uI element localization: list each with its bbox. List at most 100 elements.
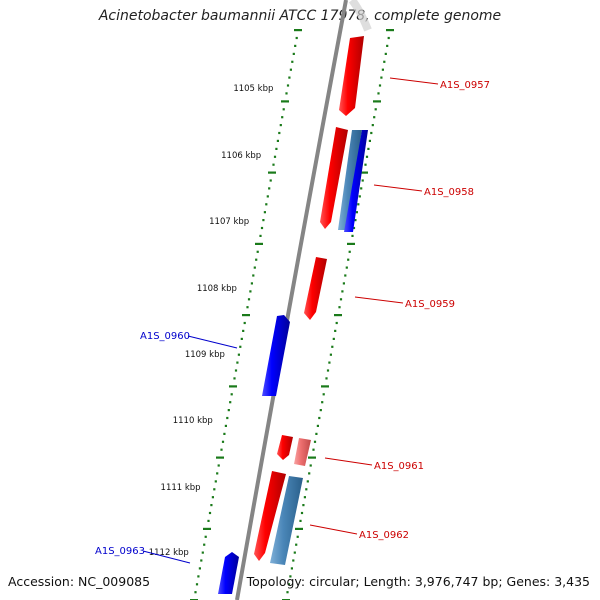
scale-minor-tick <box>210 504 213 507</box>
genome-backbone <box>235 0 348 600</box>
scale-minor-tick <box>260 226 264 230</box>
scale-minor-tick <box>322 393 325 396</box>
genome-summary-text: Topology: circular; Length: 3,976,747 bp… <box>246 574 590 589</box>
scale-minor-tick <box>237 353 240 356</box>
scale-minor-tick <box>272 163 275 166</box>
scale-minor-tick <box>240 337 243 340</box>
scale-minor-tick <box>321 401 324 404</box>
scale-minor-tick <box>380 76 383 79</box>
scale-minor-tick <box>370 131 373 135</box>
scale-major-tick <box>295 527 303 530</box>
scale-minor-tick <box>313 440 317 443</box>
gene-label-a1s-0960[interactable]: A1S_0960 <box>140 331 190 342</box>
scale-minor-tick <box>239 345 242 348</box>
scale-minor-tick <box>339 298 343 301</box>
scale-minor-tick <box>299 519 302 522</box>
gene-a1s-0962-feature[interactable] <box>254 471 303 565</box>
scale-minor-tick <box>308 472 311 475</box>
scale-minor-tick <box>295 543 298 546</box>
scale-minor-tick <box>276 139 279 142</box>
scale-minor-tick <box>335 321 338 325</box>
gene-a1s-0958-feature[interactable] <box>320 127 368 232</box>
scale-minor-tick <box>361 179 364 182</box>
scale-right <box>282 29 394 600</box>
scale-minor-tick <box>286 591 289 594</box>
scale-minor-tick <box>273 155 277 158</box>
scale-minor-tick <box>278 131 281 135</box>
scale-minor-tick <box>371 124 374 127</box>
scale-minor-tick <box>247 298 251 301</box>
scale-minor-tick <box>367 147 370 150</box>
scale-minor-tick <box>230 393 233 396</box>
gene-a1s-0961-feature[interactable] <box>277 435 311 466</box>
scale-minor-tick <box>255 258 258 261</box>
scale-minor-tick <box>253 266 256 269</box>
scale-minor-tick <box>213 488 216 491</box>
scale-major-tick <box>308 456 316 459</box>
scale-minor-tick <box>387 36 390 40</box>
scale-minor-tick <box>293 551 296 554</box>
scale-minor-tick <box>221 440 225 443</box>
scale-minor-tick <box>268 187 271 190</box>
scale-minor-tick <box>368 139 371 142</box>
scale-minor-tick <box>220 448 223 451</box>
scale-major-tick <box>347 242 355 245</box>
scale-minor-tick <box>275 147 278 150</box>
gene-a1s-0959-feature[interactable] <box>304 257 327 320</box>
scale-minor-tick <box>328 361 331 364</box>
scale-minor-tick <box>208 511 212 515</box>
scale-minor-tick <box>195 583 199 586</box>
scale-minor-tick <box>292 559 295 562</box>
scale-minor-tick <box>200 559 203 562</box>
gene-a1s-0963-feature[interactable] <box>218 552 239 594</box>
scale-minor-tick <box>279 124 282 127</box>
scale-minor-tick <box>265 203 268 206</box>
scale-major-tick <box>242 314 250 317</box>
scale-minor-tick <box>266 195 269 198</box>
scale-minor-tick <box>364 163 367 166</box>
scale-minor-tick <box>315 432 318 435</box>
scale-minor-tick <box>263 211 266 214</box>
scale-labels: 1105 kbp 1106 kbp 1107 kbp 1108 kbp 1109 kbp… <box>149 84 274 558</box>
gene-label-a1s-0963[interactable]: A1S_0963 <box>95 546 145 557</box>
scale-tick-label: 1111 kbp <box>161 483 201 493</box>
scale-minor-tick <box>285 92 288 95</box>
scale-minor-tick <box>287 583 291 586</box>
scale-minor-tick <box>233 377 236 380</box>
gene-label-a1s-0957[interactable]: A1S_0957 <box>440 80 490 91</box>
scale-minor-tick <box>242 329 245 332</box>
gene-label-a1s-0958[interactable]: A1S_0958 <box>424 187 474 198</box>
scale-minor-tick <box>325 377 328 380</box>
scale-minor-tick <box>229 401 232 404</box>
scale-minor-tick <box>374 108 377 111</box>
gene-label-a1s-0962[interactable]: A1S_0962 <box>359 530 409 541</box>
scale-minor-tick <box>198 567 201 570</box>
scale-minor-tick <box>329 353 332 356</box>
scale-minor-tick <box>377 92 380 95</box>
scale-tick-label: 1108 kbp <box>197 284 237 294</box>
scale-minor-tick <box>386 44 389 47</box>
scale-major-tick <box>216 456 224 459</box>
scale-minor-tick <box>326 369 330 372</box>
scale-minor-tick <box>281 116 284 119</box>
scale-minor-tick <box>249 290 252 293</box>
gene-a1s-0957-feature[interactable] <box>339 36 364 116</box>
scale-minor-tick <box>355 211 358 214</box>
gene-label-a1s-0961[interactable]: A1S_0961 <box>374 461 424 472</box>
scale-minor-tick <box>312 448 315 451</box>
gene-a1s-0960-feature[interactable] <box>262 315 290 396</box>
scale-tick-label: 1106 kbp <box>221 151 261 161</box>
scale-minor-tick <box>302 504 305 507</box>
scale-major-tick <box>386 29 394 32</box>
gene-label-a1s-0959[interactable]: A1S_0959 <box>405 299 455 310</box>
scale-minor-tick <box>224 424 227 427</box>
scale-major-tick <box>294 29 302 32</box>
scale-minor-tick <box>291 60 294 63</box>
scale-minor-tick <box>256 250 259 253</box>
scale-minor-tick <box>373 116 376 119</box>
scale-minor-tick <box>348 250 351 253</box>
scale-minor-tick <box>292 52 295 55</box>
scale-minor-tick <box>303 496 306 499</box>
scale-minor-tick <box>217 464 220 467</box>
